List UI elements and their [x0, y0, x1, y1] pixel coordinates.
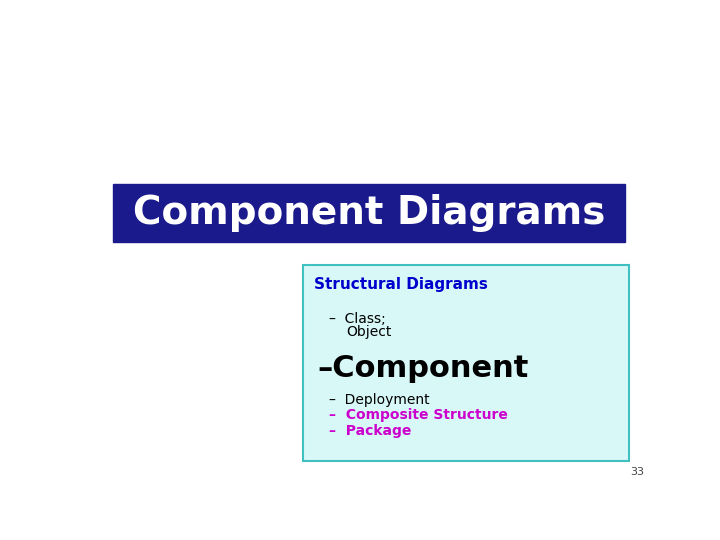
- FancyBboxPatch shape: [303, 265, 629, 461]
- FancyBboxPatch shape: [113, 184, 625, 242]
- Text: Structural Diagrams: Structural Diagrams: [314, 278, 488, 292]
- Text: –  Composite Structure: – Composite Structure: [330, 408, 508, 422]
- Text: –  Deployment: – Deployment: [330, 393, 430, 407]
- Text: 33: 33: [630, 467, 644, 477]
- Text: –Component: –Component: [317, 354, 528, 383]
- Text: –  Package: – Package: [330, 423, 412, 437]
- Text: Object: Object: [346, 325, 392, 339]
- Text: Component Diagrams: Component Diagrams: [132, 194, 606, 232]
- Text: –  Class;: – Class;: [330, 312, 386, 326]
